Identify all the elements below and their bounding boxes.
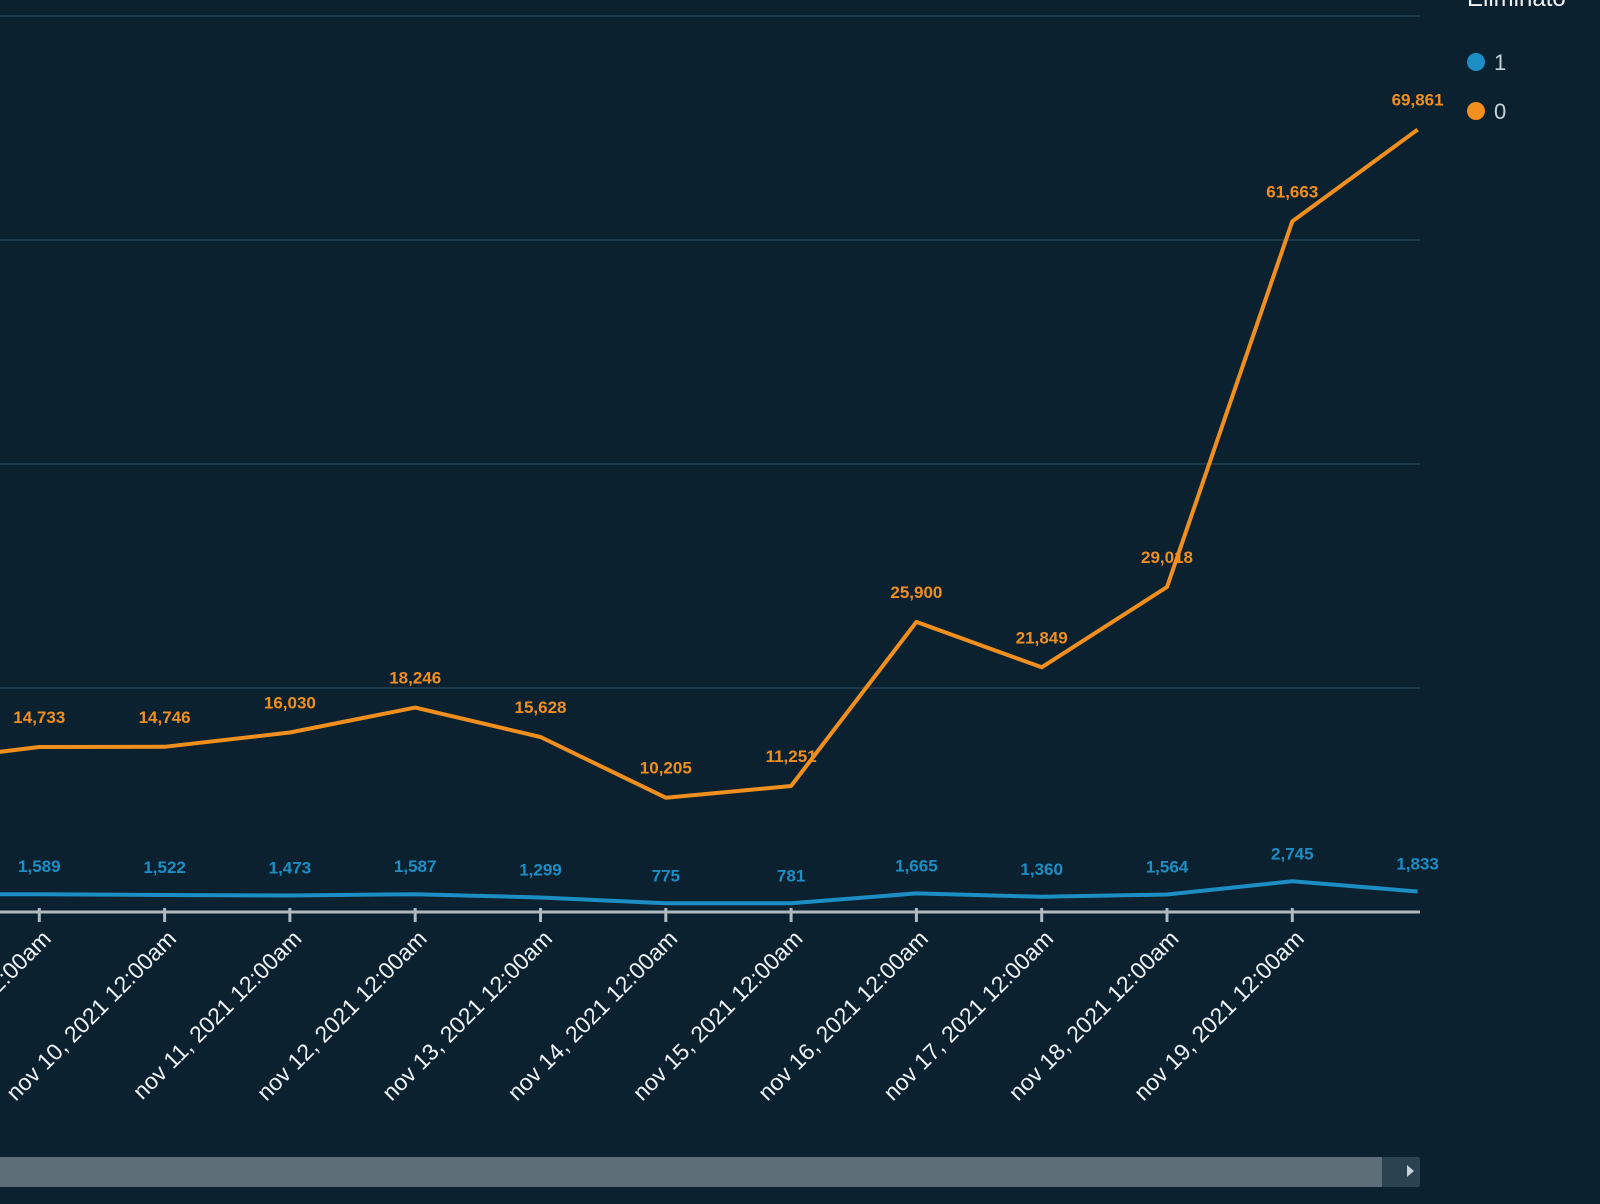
series-line-0[interactable] — [0, 127, 1419, 800]
data-label-series-1: 1,564 — [1146, 857, 1189, 876]
data-label-series-1: 1,299 — [519, 860, 562, 879]
data-label-series-1: 1,665 — [895, 856, 938, 875]
legend-title: Eliminato — [1467, 0, 1566, 12]
data-label-series-0: 11,251 — [766, 747, 817, 766]
data-label-series-0: 14,746 — [139, 708, 191, 727]
horizontal-scrollbar[interactable] — [0, 1157, 1420, 1187]
legend-item-series-1[interactable]: 1 — [1467, 50, 1506, 75]
data-label-series-0: 18,246 — [389, 669, 441, 688]
data-label-series-0: 29,018 — [1141, 548, 1193, 567]
data-label-series-1: 775 — [652, 866, 680, 885]
legend-swatch-series-0 — [1467, 102, 1485, 120]
data-label-series-1: 1,360 — [1020, 860, 1063, 879]
data-label-series-0: 10,205 — [640, 759, 692, 778]
legend: Eliminato 1 0 — [1467, 0, 1566, 124]
data-label-series-1: 781 — [777, 866, 805, 885]
chevron-right-icon[interactable] — [1407, 1165, 1414, 1177]
scrollbar-thumb[interactable] — [0, 1157, 1382, 1187]
data-label-series-1: 1,522 — [143, 858, 186, 877]
series-line-1[interactable] — [0, 879, 1418, 906]
legend-label-series-0: 0 — [1494, 99, 1506, 124]
data-label-series-1: 1,833 — [1396, 854, 1439, 873]
legend-swatch-series-1 — [1467, 53, 1485, 71]
data-label-series-1: 1,473 — [269, 859, 312, 878]
data-label-series-1: 1,589 — [18, 857, 61, 876]
data-label-series-0: 16,030 — [264, 693, 316, 712]
data-label-series-0: 61,663 — [1266, 182, 1318, 201]
data-label-series-0: 25,900 — [890, 583, 942, 602]
data-labels: 1,589 1,522 1,473 1,587 1,299 775 781 1,665 1,36… — [13, 91, 1443, 886]
data-label-series-0: 14,733 — [13, 708, 65, 727]
series-lines — [0, 127, 1419, 906]
data-label-series-1: 2,745 — [1271, 844, 1314, 863]
grid-lines — [0, 15, 1420, 689]
data-label-series-1: 1,587 — [394, 857, 437, 876]
data-label-series-0: 69,861 — [1392, 91, 1444, 110]
data-label-series-0: 21,849 — [1016, 628, 1068, 647]
data-label-series-0: 15,628 — [515, 698, 567, 717]
legend-label-series-1: 1 — [1494, 50, 1506, 75]
legend-item-series-0[interactable]: 0 — [1467, 99, 1506, 124]
